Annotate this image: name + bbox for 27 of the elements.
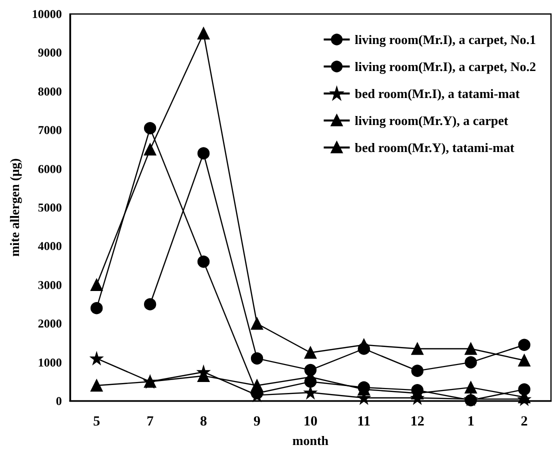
x-tick-label: 11 bbox=[357, 414, 371, 430]
x-tick-label: 1 bbox=[467, 414, 474, 430]
legend-label: bed room(Mr.I), a tatami-mat bbox=[354, 86, 520, 101]
x-tick-label: 5 bbox=[93, 414, 100, 430]
x-tick-label: 12 bbox=[410, 414, 424, 430]
y-tick-label: 5000 bbox=[38, 200, 62, 214]
x-axis-title: month bbox=[292, 432, 330, 448]
x-tick-label: 7 bbox=[146, 414, 154, 430]
legend-label: living room(Mr.I), a carpet, No.2 bbox=[354, 59, 536, 74]
y-tick-label: 7000 bbox=[38, 123, 62, 138]
y-tick-label: 9000 bbox=[38, 46, 62, 60]
x-tick-label: 8 bbox=[200, 414, 208, 430]
y-tick-label: 8000 bbox=[38, 84, 62, 98]
y-tick-label: 0 bbox=[56, 394, 62, 408]
y-tick-label: 3000 bbox=[38, 278, 62, 292]
x-tick-label: 2 bbox=[520, 414, 528, 430]
y-axis-title: mite allergen (μg) bbox=[7, 158, 22, 257]
x-tick-label: 10 bbox=[303, 414, 318, 430]
x-tick-label: 9 bbox=[253, 414, 260, 430]
legend-label: bed room(Mr.Y), tatami-mat bbox=[354, 140, 515, 155]
legend-label: living room(Mr.I), a carpet, No.1 bbox=[354, 32, 536, 47]
y-tick-label: 2000 bbox=[38, 316, 62, 331]
y-tick-label: 4000 bbox=[38, 239, 62, 254]
legend-label: living room(Mr.Y), a carpet bbox=[354, 113, 509, 128]
y-tick-label: 10000 bbox=[32, 7, 62, 21]
y-tick-label: 6000 bbox=[38, 162, 62, 176]
y-tick-label: 1000 bbox=[38, 355, 62, 370]
